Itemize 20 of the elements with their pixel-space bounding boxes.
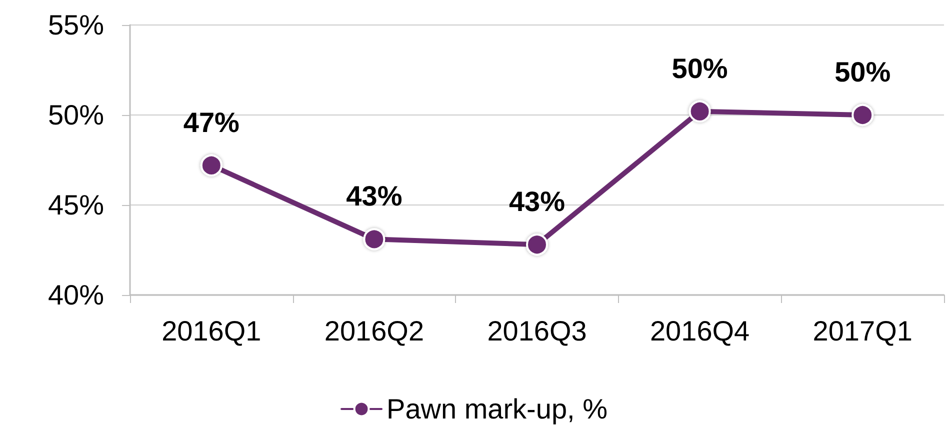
y-tick-label: 50% [48, 100, 104, 130]
data-label: 47% [183, 106, 240, 138]
y-tick-label: 55% [48, 10, 104, 40]
point [526, 234, 548, 256]
x-tick-label: 2017Q1 [812, 316, 912, 346]
y-tick-label: 40% [48, 280, 104, 310]
point [363, 228, 386, 250]
point [852, 104, 874, 126]
point [688, 100, 711, 122]
x-tick-label: 2016Q2 [324, 316, 424, 346]
data-label: 43% [346, 180, 402, 212]
legend-label: Pawn mark-up, % [386, 394, 608, 424]
x-tick-label: 2016Q1 [162, 316, 262, 346]
y-tick-label: 45% [48, 190, 104, 220]
point [200, 154, 222, 176]
x-tick-label: 2016Q4 [650, 316, 750, 346]
data-label: 50% [834, 56, 891, 88]
x-tick-label: 2016Q3 [487, 316, 587, 346]
data-label: 43% [508, 186, 566, 218]
data-label: 50% [672, 52, 728, 84]
